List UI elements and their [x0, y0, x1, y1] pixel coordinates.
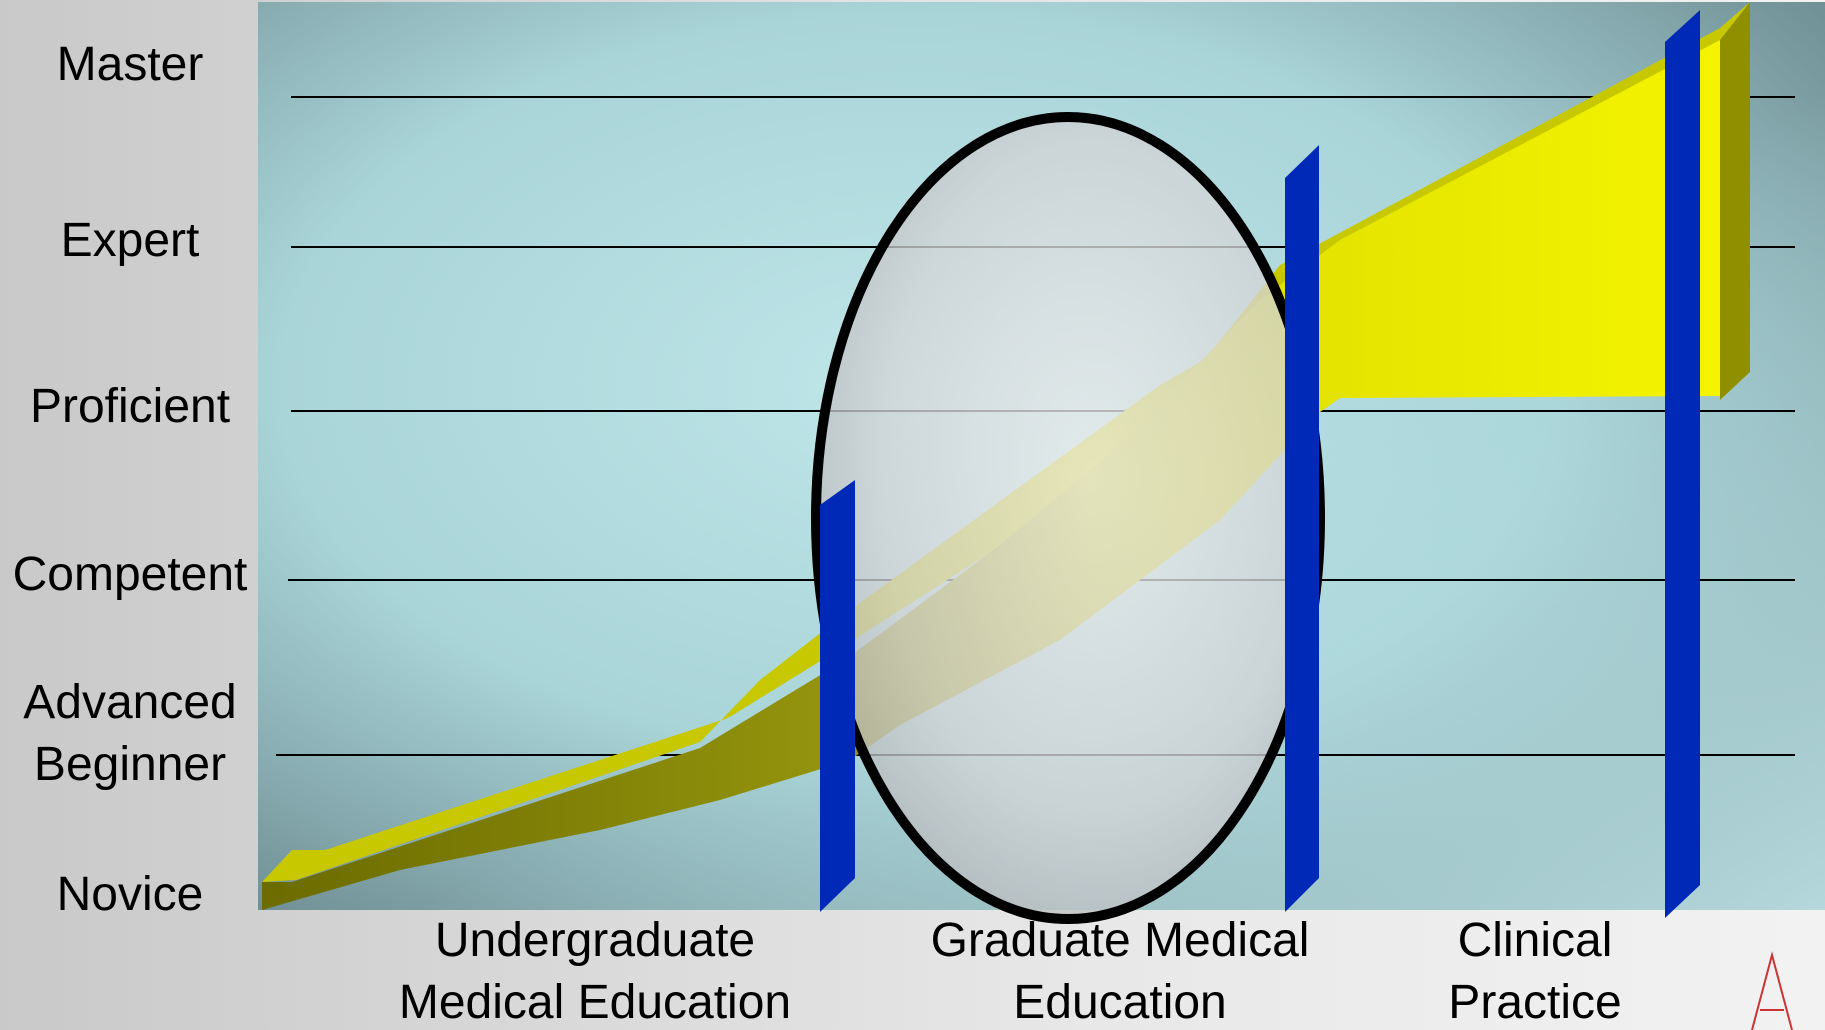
- barrier-gme-practice: [1285, 145, 1319, 912]
- barrier-practice: [1665, 10, 1700, 918]
- transition-barriers: [820, 10, 1700, 918]
- red-triangle-logo-icon: [1751, 951, 1793, 1030]
- graduate-education-ellipse: [811, 112, 1325, 924]
- barrier-ume-gme: [820, 480, 855, 912]
- stage-label-undergraduate: Undergraduate Medical Education: [398, 914, 792, 1029]
- level-label-competent: Competent: [12, 548, 248, 601]
- level-label-proficient: Proficient: [29, 380, 231, 433]
- level-label-novice: Novice: [56, 868, 204, 921]
- level-label-advanced-beginner: Advanced Beginner: [23, 676, 237, 791]
- stage-label-clinical: Clinical Practice: [1448, 914, 1622, 1029]
- stage-label-graduate: Graduate Medical Education: [930, 914, 1310, 1029]
- competency-ribbon: [262, 2, 1750, 910]
- ribbon-end-cap: [1720, 2, 1750, 400]
- level-label-master: Master: [56, 38, 204, 91]
- level-label-expert: Expert: [60, 214, 200, 267]
- ribbon-front-face: [262, 40, 1720, 910]
